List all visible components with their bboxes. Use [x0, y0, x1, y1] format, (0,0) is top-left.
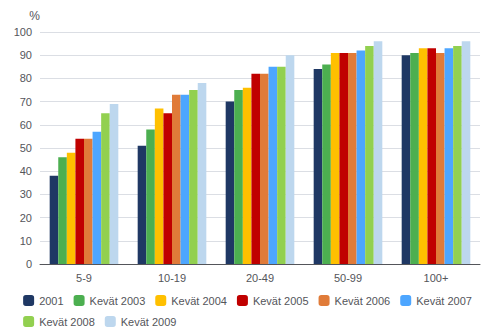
svg-text:Kevät 2009: Kevät 2009: [121, 316, 177, 328]
svg-text:20-49: 20-49: [246, 272, 274, 284]
svg-text:0: 0: [26, 258, 32, 270]
svg-text:70: 70: [20, 96, 32, 108]
svg-text:2001: 2001: [39, 295, 63, 307]
svg-text:%: %: [29, 9, 40, 23]
svg-text:Kevät 2004: Kevät 2004: [171, 295, 227, 307]
svg-text:Kevät 2008: Kevät 2008: [39, 316, 95, 328]
svg-text:100+: 100+: [424, 272, 449, 284]
svg-text:90: 90: [20, 49, 32, 61]
svg-text:5-9: 5-9: [76, 272, 92, 284]
svg-text:Kevät 2007: Kevät 2007: [416, 295, 472, 307]
svg-text:Kevät 2005: Kevät 2005: [253, 295, 309, 307]
svg-text:100: 100: [14, 26, 32, 38]
svg-text:10-19: 10-19: [158, 272, 186, 284]
svg-text:40: 40: [20, 165, 32, 177]
svg-text:30: 30: [20, 188, 32, 200]
svg-text:Kevät 2003: Kevät 2003: [90, 295, 146, 307]
svg-text:50: 50: [20, 142, 32, 154]
svg-text:50-99: 50-99: [334, 272, 362, 284]
svg-text:80: 80: [20, 72, 32, 84]
svg-text:60: 60: [20, 119, 32, 131]
svg-text:20: 20: [20, 212, 32, 224]
svg-text:Kevät 2006: Kevät 2006: [335, 295, 391, 307]
svg-text:10: 10: [20, 235, 32, 247]
